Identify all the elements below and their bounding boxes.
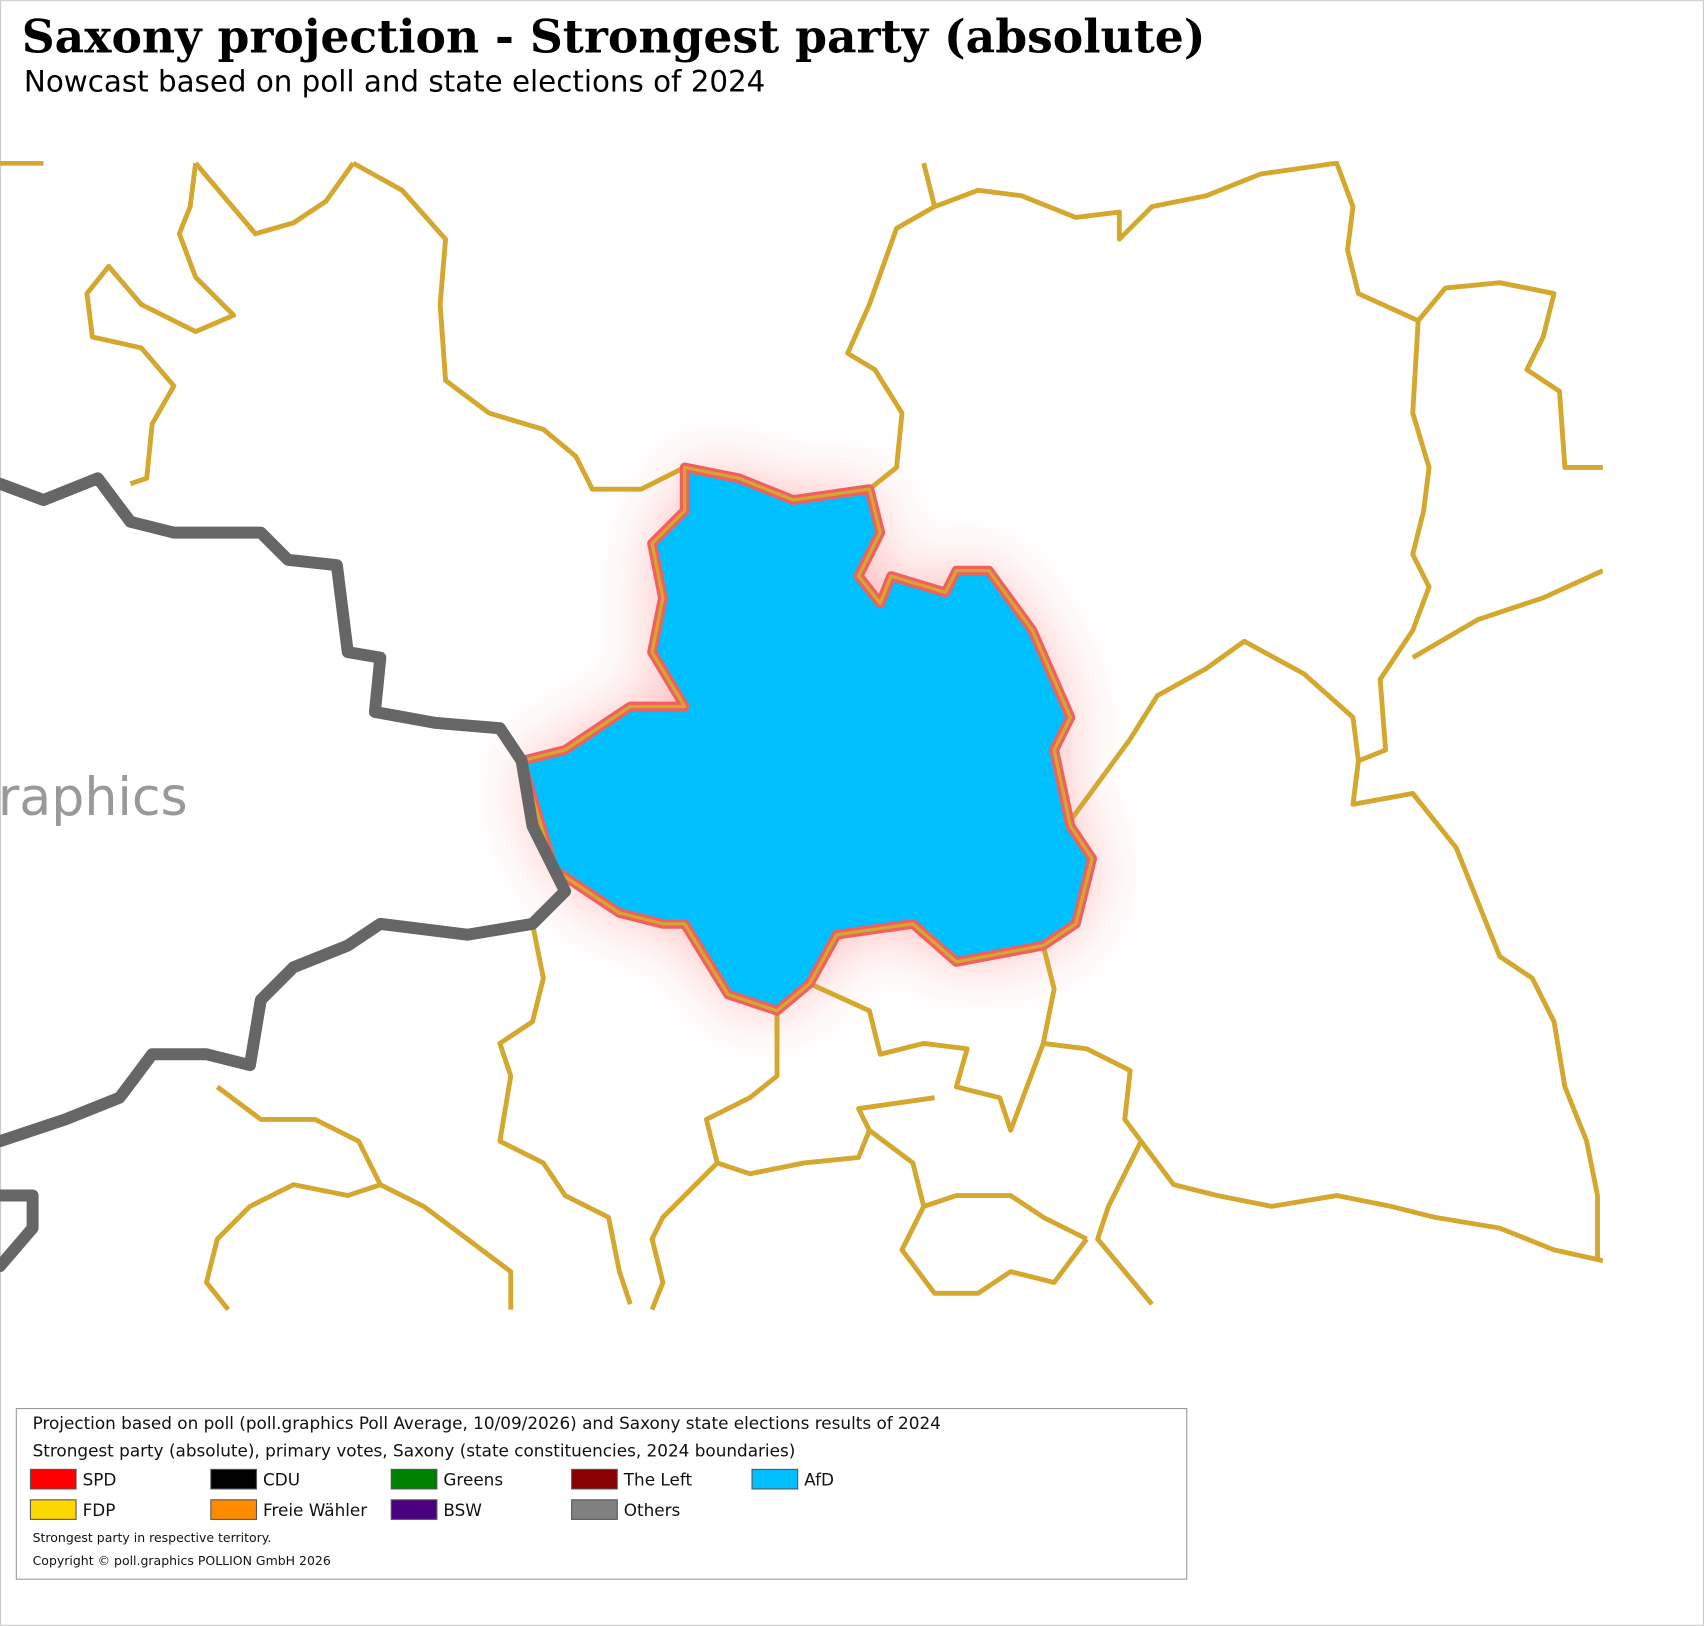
title: Saxony projection - Strongest party (abs… [22, 9, 1206, 63]
legend-description: Strongest party (absolute), primary vote… [33, 1440, 796, 1460]
legend-label: BSW [443, 1500, 482, 1520]
legend-entries: SPD CDU Greens The Left AfD FDP Freie Wähler BS… [29, 1468, 834, 1520]
boundary [0, 160, 237, 487]
legend-swatch [390, 1468, 438, 1490]
boundary [497, 923, 1088, 1305]
legend-swatch [571, 1468, 618, 1490]
boundary [1040, 944, 1603, 1306]
watermark: raphics [0, 768, 188, 828]
legend-note: Strongest party in respective territory. [33, 1530, 272, 1545]
legend-label: The Left [623, 1470, 693, 1490]
legend-swatch [29, 1499, 77, 1520]
legend-swatch [390, 1499, 438, 1520]
legend-label: Others [624, 1500, 681, 1520]
legend-label: FDP [83, 1500, 116, 1520]
legend-label: AfD [804, 1470, 834, 1490]
copyright: Copyright © poll.graphics POLLION GmbH 2… [33, 1553, 331, 1568]
boundary [204, 1084, 1089, 1311]
subtitle: Nowcast based on poll and state election… [24, 64, 765, 98]
state-border [0, 472, 572, 1273]
legend-swatch [571, 1499, 618, 1520]
legend-label: Freie Wähler [263, 1500, 367, 1520]
legend-label: CDU [263, 1470, 300, 1490]
legend-label: SPD [83, 1470, 117, 1490]
legend-box [15, 1407, 1188, 1580]
boundary [1068, 280, 1603, 823]
legend-swatch [29, 1468, 77, 1490]
legend-label: Greens [443, 1470, 503, 1490]
legend-source: Projection based on poll (poll.graphics … [33, 1413, 941, 1433]
boundary [193, 160, 686, 492]
boundary [845, 160, 1600, 1261]
legend-swatch [210, 1468, 258, 1490]
map: raphics [0, 160, 1603, 1311]
highlighted-boundary [520, 465, 1094, 1013]
legend-swatch [751, 1468, 799, 1490]
legend-swatch [210, 1499, 258, 1520]
